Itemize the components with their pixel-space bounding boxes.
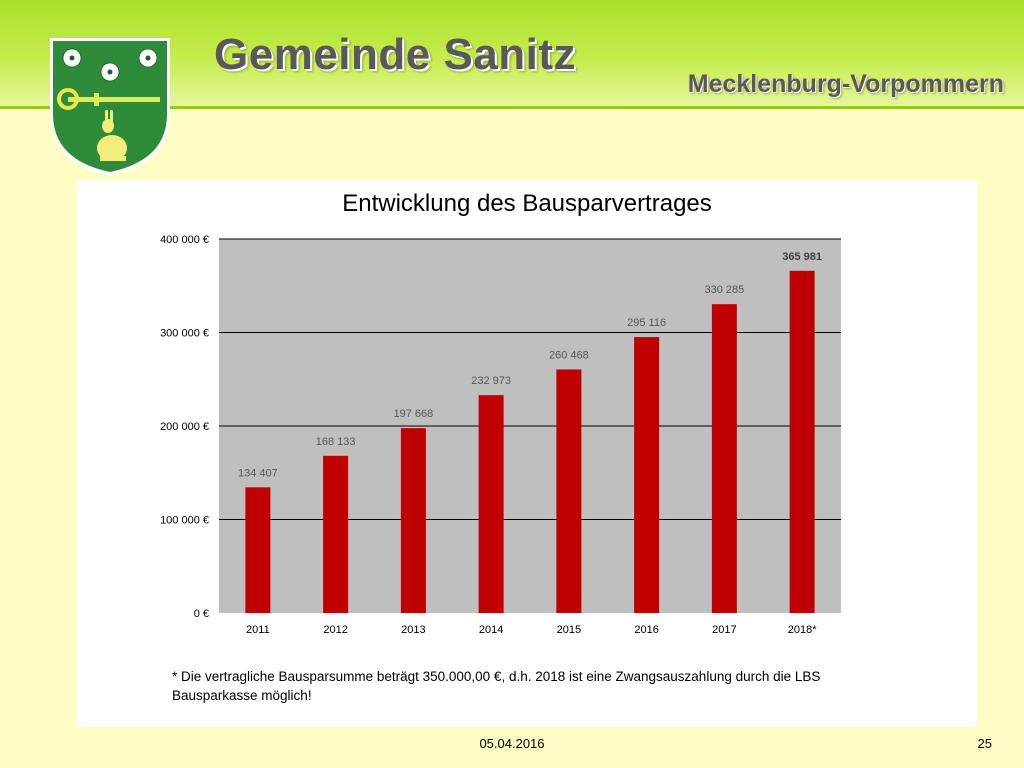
bar-2014: [478, 395, 504, 613]
bar-2013: [400, 428, 426, 613]
coat-of-arms-icon: [50, 38, 170, 176]
y-tick-label: 200 000 €: [160, 421, 209, 433]
data-label: 197 668: [393, 408, 433, 420]
bar-2011: [245, 487, 271, 613]
data-label: 365 981: [782, 251, 822, 263]
data-label: 260 468: [549, 349, 589, 361]
data-label: 168 133: [316, 436, 356, 448]
x-axis-tick-labels: 2011 2012 2013 2014 2015 2016 2017 2018*: [246, 624, 817, 636]
footer-date: 05.04.2016: [479, 736, 545, 751]
y-axis-tick-labels: 0 € 100 000 € 200 000 € 300 000 € 400 000 €: [160, 234, 209, 620]
chart-title: Entwicklung des Bausparvertrages: [342, 190, 712, 217]
bar-2017: [711, 304, 737, 613]
x-tick-label: 2015: [557, 624, 581, 636]
y-tick-label: 300 000 €: [160, 328, 209, 340]
gridlines: [219, 238, 841, 520]
y-tick-label: 400 000 €: [160, 234, 209, 246]
footnote: * Die vertragliche Bausparsumme beträgt …: [172, 669, 821, 703]
x-tick-label: 2018*: [788, 624, 817, 636]
y-tick-label: 100 000 €: [160, 515, 209, 527]
data-label: 134 407: [238, 467, 278, 479]
slide-number: 25: [977, 736, 992, 751]
bars: [245, 270, 815, 613]
region-subtitle: Mecklenburg-Vorpommern: [687, 70, 1004, 98]
data-label: 295 116: [627, 317, 666, 329]
x-tick-label: 2011: [246, 624, 270, 636]
bar-2012: [323, 455, 349, 613]
x-tick-label: 2012: [323, 624, 347, 636]
data-label: 232 973: [471, 375, 511, 387]
bar-chart: Entwicklung des Bausparvertrages 0 € 100 …: [160, 190, 841, 636]
header-banner: [0, 0, 1024, 109]
y-tick-label: 0 €: [194, 608, 209, 620]
x-tick-label: 2013: [401, 624, 425, 636]
x-tick-label: 2016: [634, 624, 658, 636]
x-tick-label: 2014: [479, 624, 503, 636]
data-label: 330 285: [704, 284, 744, 296]
bar-2018: [789, 270, 815, 613]
chart-panel: Entwicklung des Bausparvertrages 0 € 100 …: [77, 180, 977, 727]
x-tick-label: 2017: [712, 624, 736, 636]
bar-2015: [556, 369, 582, 613]
bar-2016: [634, 337, 660, 613]
data-labels: 134 407 168 133 197 668 232 973 260 468 295 1…: [238, 251, 822, 480]
page-title: Gemeinde Sanitz: [214, 30, 577, 79]
